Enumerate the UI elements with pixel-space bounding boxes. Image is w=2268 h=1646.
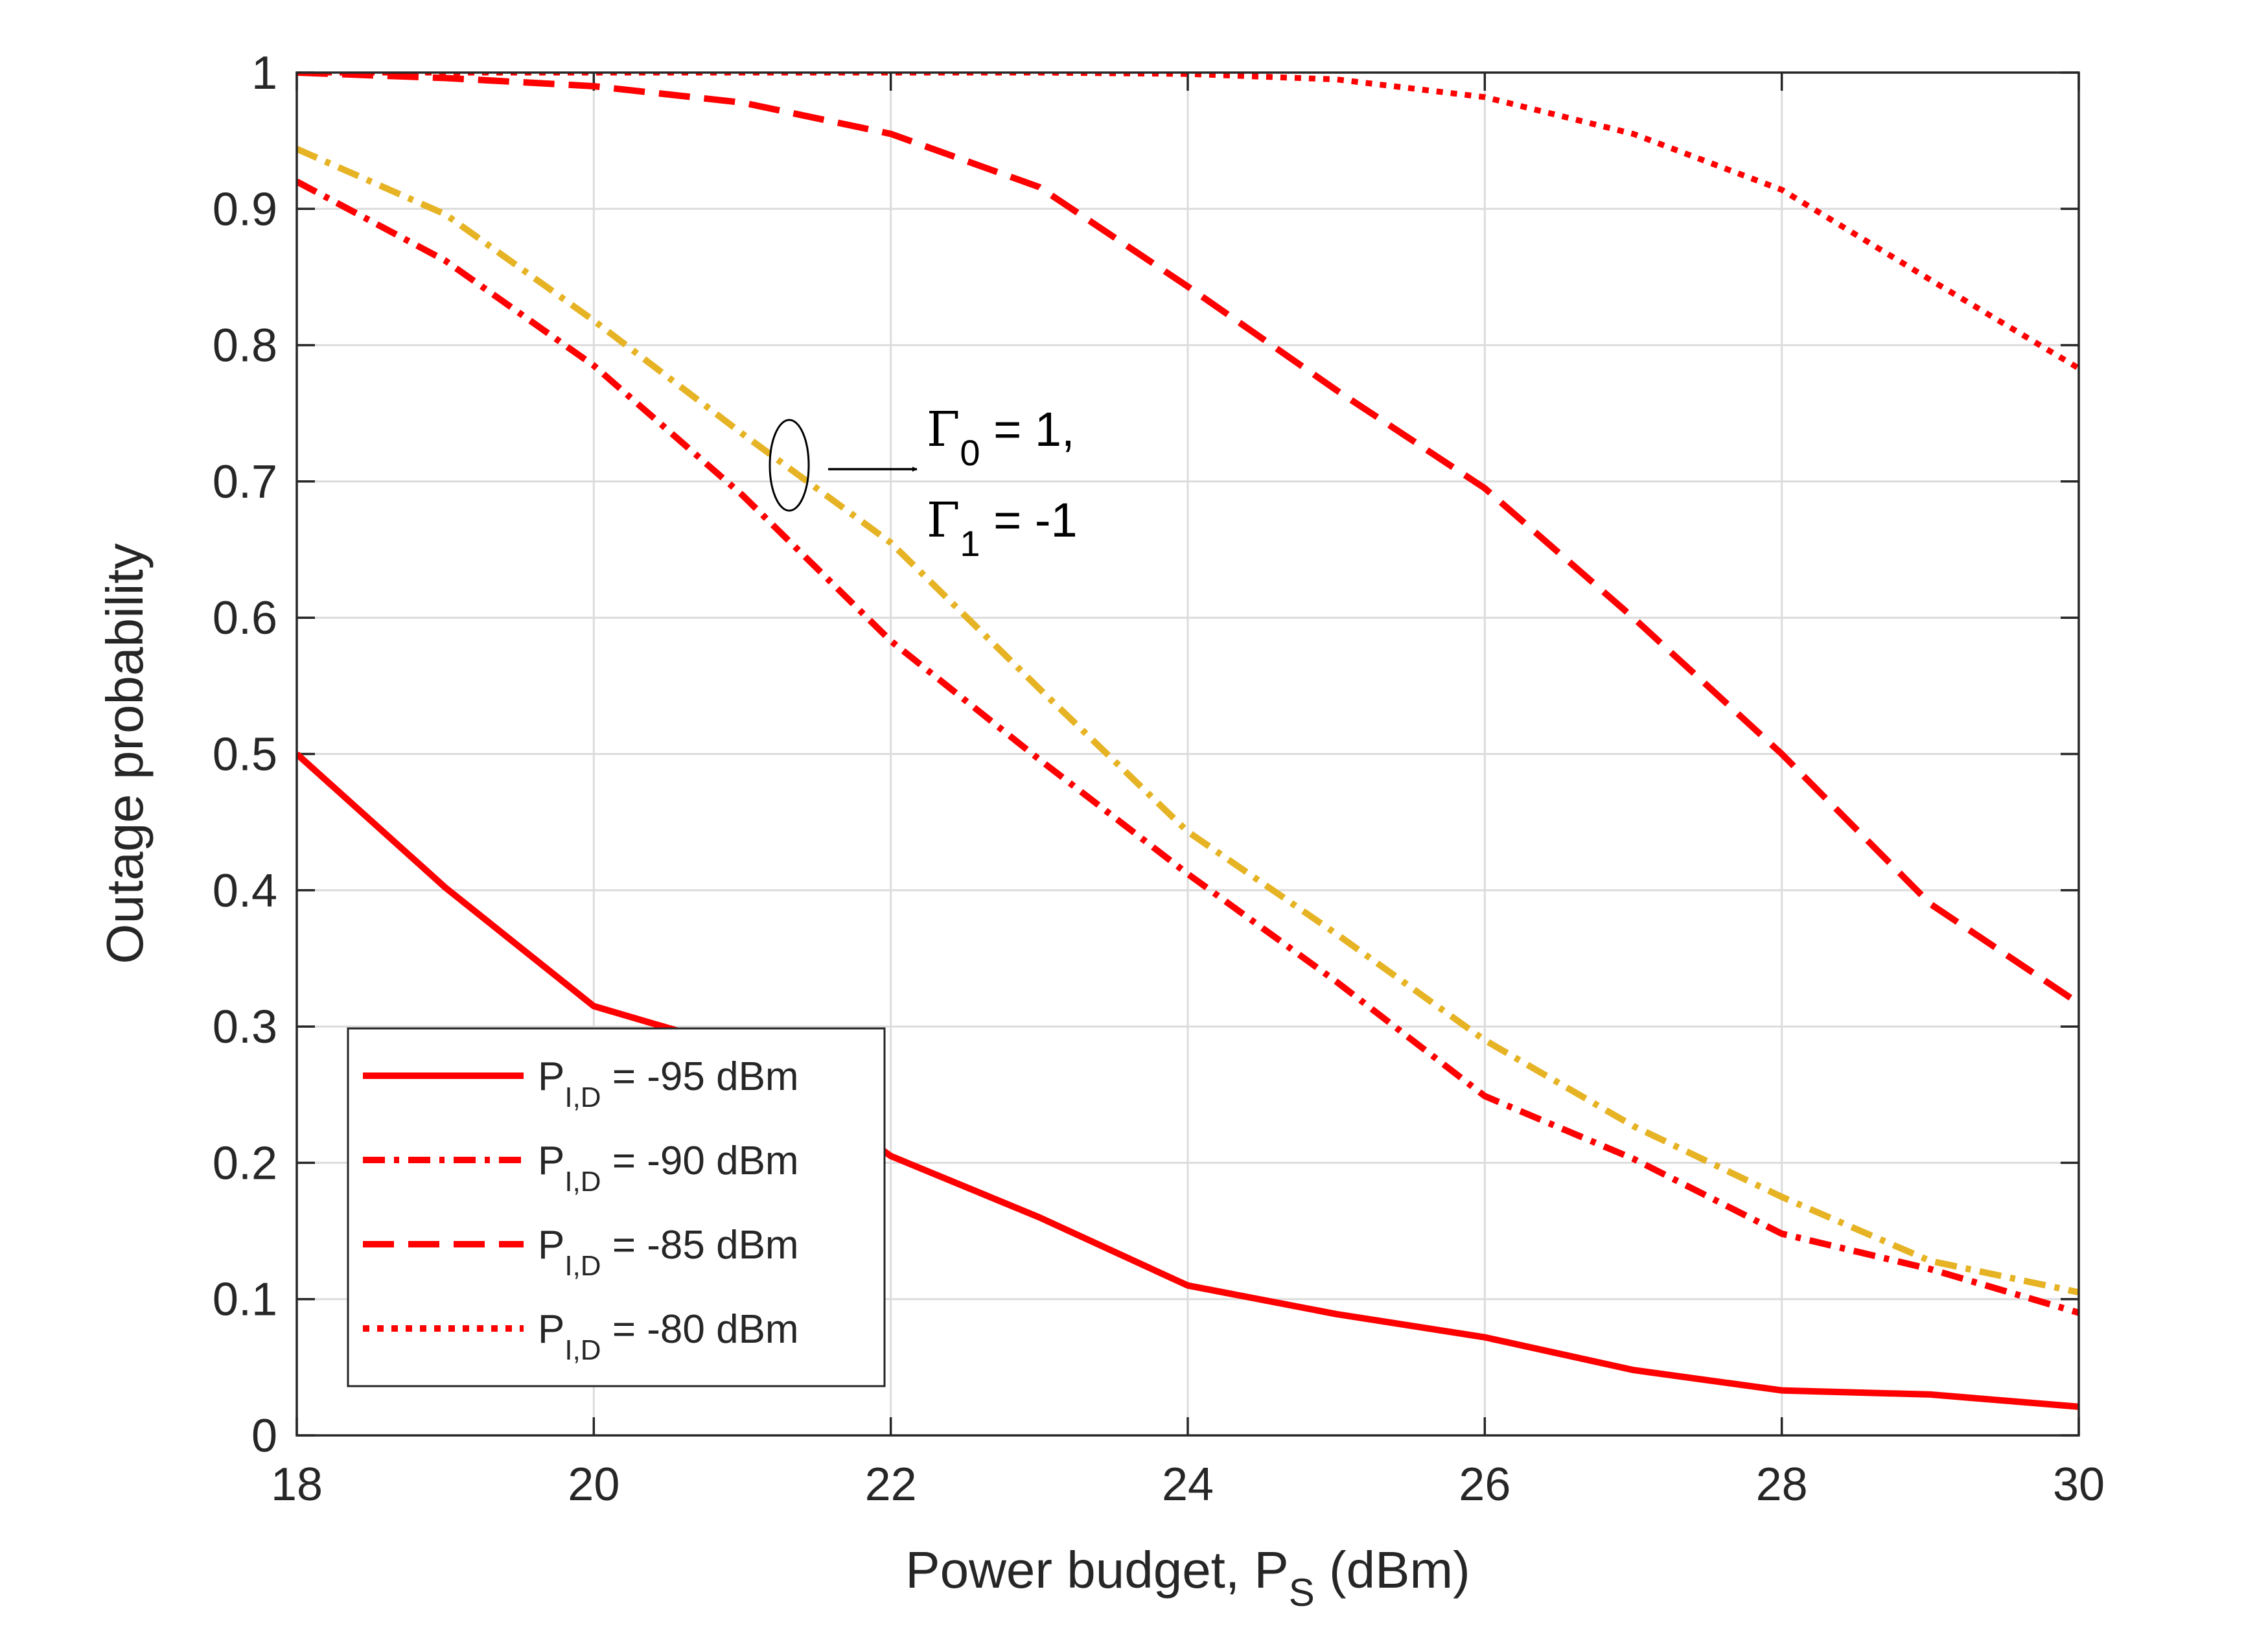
y-tick-label: 0.4 xyxy=(213,865,277,917)
legend-label-2: PI,D = -90 dBm xyxy=(538,1139,799,1198)
y-tick-label: 0.3 xyxy=(213,1001,277,1053)
y-tick-label: 0.9 xyxy=(213,183,277,235)
y-tick-label: 0.2 xyxy=(213,1137,277,1189)
y-tick-label: 0.8 xyxy=(213,320,277,372)
y-tick-label: 1 xyxy=(251,47,277,99)
series-line-2 xyxy=(297,178,2079,1316)
x-tick-label: 24 xyxy=(1162,1459,1214,1511)
legend-label-4: PI,D = -80 dBm xyxy=(538,1307,799,1366)
y-axis-label: Outage probability xyxy=(96,543,154,964)
y-tick-label: 0.1 xyxy=(213,1274,277,1326)
series-line-1 xyxy=(297,751,2079,1410)
x-tick-label: 20 xyxy=(568,1459,619,1511)
data-series xyxy=(297,73,2079,1410)
series-line-3 xyxy=(297,73,2079,1006)
series-line-4 xyxy=(297,73,2079,371)
legend-label-3: PI,D = -85 dBm xyxy=(538,1223,799,1282)
gamma-annotation: Γ0 = 1, Γ1 = -1 xyxy=(769,402,1078,564)
tick-labels: 18 20 22 24 26 28 30 0 0.1 0.2 0.3 0.4 0.5 0.6 0.7 0.8 0… xyxy=(213,47,2105,1511)
annotation-line-2: Γ1 = -1 xyxy=(927,493,1078,564)
legend: PI,D = -95 dBm PI,D = -90 dBm PI,D = -85 d… xyxy=(347,1027,886,1387)
annotation-ellipse xyxy=(769,419,810,512)
y-tick-label: 0 xyxy=(251,1410,277,1462)
x-tick-label: 18 xyxy=(271,1459,323,1511)
legend-label-1: PI,D = -95 dBm xyxy=(538,1054,799,1113)
x-tick-label: 28 xyxy=(1756,1459,1808,1511)
y-tick-label: 0.5 xyxy=(213,729,277,781)
y-tick-label: 0.7 xyxy=(213,456,277,508)
plot-frame xyxy=(295,71,2080,1437)
x-tick-label: 26 xyxy=(1459,1459,1510,1511)
x-axis-label: Power budget, PS (dBm) xyxy=(905,1541,1470,1614)
series-line-5 xyxy=(297,146,2079,1296)
annotation-line-1: Γ0 = 1, xyxy=(927,402,1075,473)
x-tick-label: 30 xyxy=(2053,1459,2105,1511)
x-tick-label: 22 xyxy=(865,1459,917,1511)
y-tick-label: 0.6 xyxy=(213,592,277,644)
